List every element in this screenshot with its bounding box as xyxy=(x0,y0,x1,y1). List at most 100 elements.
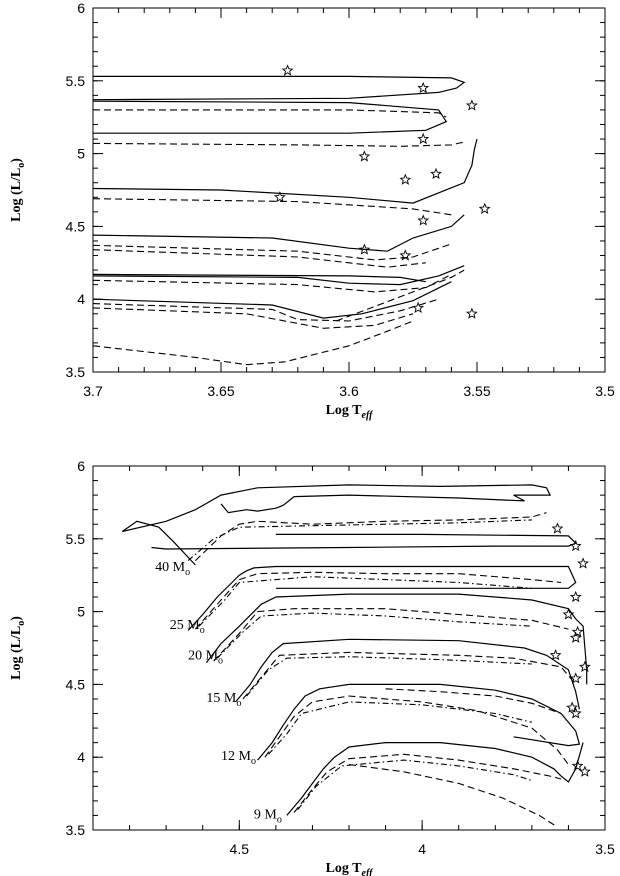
chart-1-y-tick-label: 5.5 xyxy=(66,531,86,547)
chart-1-track-dotdash-9 xyxy=(216,612,532,659)
chart-0-track-dashed-15 xyxy=(92,307,414,329)
chart-1-track-solid-7 xyxy=(205,593,588,685)
chart-1-y-axis-label: Log (L/Lo) xyxy=(9,616,27,680)
chart-1-star-marker xyxy=(562,608,575,620)
chart-1-star-marker xyxy=(569,631,582,643)
chart-1-track-dashed-19 xyxy=(348,763,558,828)
chart-0-track-solid-9 xyxy=(92,265,465,286)
chart-0-star-marker xyxy=(417,81,430,94)
chart-0-y-tick-label: 4.5 xyxy=(66,218,86,234)
chart-1-star-marker xyxy=(571,625,584,637)
chart-1-track-dotdash-3 xyxy=(187,519,532,562)
chart-0-star-marker xyxy=(465,307,478,319)
chart-1-mass-label: 20 Mo xyxy=(188,649,223,667)
chart-0-x-tick-label: 3.65 xyxy=(207,383,234,399)
chart-1-x-tick-label: 3.5 xyxy=(595,841,615,857)
chart-1-mass-label: 15 Mo xyxy=(206,691,241,709)
chart-0-star-marker xyxy=(281,64,294,76)
chart-1-track-solid-4 xyxy=(187,565,577,631)
chart-0-y-tick-label: 5.5 xyxy=(66,73,86,89)
chart-0-track-dashed-8 xyxy=(92,249,426,268)
chart-0-track-dashed-5 xyxy=(92,198,452,216)
chart-0-track-dashed-7 xyxy=(92,243,452,261)
chart-0-track-solid-13 xyxy=(92,281,452,319)
chart-1-y-tick-label: 6 xyxy=(77,458,85,474)
lower-panel-full-tracks: 4.5 4 3.5 3.5 4 4.5 5 5.5 6 Log Teff Log (L/Lo) 40 … xyxy=(9,458,615,876)
chart-0-x-tick-label: 3.5 xyxy=(595,383,615,399)
chart-1-plot-frame xyxy=(92,465,606,831)
chart-0-track-solid-1 xyxy=(92,100,448,134)
chart-1-track-dashed-8 xyxy=(213,608,569,662)
chart-0-y-tick-label: 6 xyxy=(77,0,85,16)
chart-0-x-tick-label: 3.7 xyxy=(83,383,103,399)
chart-1-track-dashed-14 xyxy=(264,695,569,765)
chart-0-star-marker xyxy=(358,243,371,255)
chart-1-track-solid-17 xyxy=(286,742,584,816)
chart-0-track-dashed-16 xyxy=(92,320,414,366)
chart-1-star-marker xyxy=(577,557,589,569)
chart-1-mass-label: 25 Mo xyxy=(170,618,205,636)
chart-0-star-marker xyxy=(478,202,491,214)
chart-1-track-dashed-11 xyxy=(242,651,577,700)
chart-0-track-solid-4 xyxy=(92,138,478,204)
chart-1-x-tick-label: 4.5 xyxy=(230,841,250,857)
chart-0-star-marker xyxy=(399,249,412,261)
chart-1-track-solid-13 xyxy=(257,683,581,761)
chart-1-track-dashed-18 xyxy=(293,753,562,813)
chart-1-y-tick-label: 3.5 xyxy=(66,822,86,838)
chart-1-star-marker xyxy=(569,707,582,719)
chart-0-star-marker xyxy=(417,132,430,145)
chart-1-track-dashed-2 xyxy=(195,512,547,561)
chart-1-mass-label: 9 Mo xyxy=(254,807,282,825)
chart-0-track-solid-0 xyxy=(92,75,466,101)
chart-0-track-dashed-2 xyxy=(93,109,447,118)
chart-1-track-dotdash-16 xyxy=(268,701,533,755)
chart-1-track-dashed-5 xyxy=(194,571,562,630)
chart-0-y-tick-label: 5 xyxy=(77,146,85,162)
chart-0-track-solid-10 xyxy=(92,273,426,283)
chart-1-star-marker xyxy=(549,649,562,661)
chart-1-mass-label: 40 Mo xyxy=(155,560,190,578)
chart-1-x-tick-label: 4 xyxy=(418,841,426,857)
chart-1-track-solid-10 xyxy=(235,638,580,710)
chart-0-x-axis-label: Log Teff xyxy=(326,403,375,421)
chart-1-track-dashed-15 xyxy=(385,688,562,715)
chart-0-track-dashed-3 xyxy=(92,141,465,147)
chart-0-x-tick-label: 3.6 xyxy=(339,383,359,399)
chart-1-y-tick-label: 5 xyxy=(77,604,85,620)
chart-1-star-marker xyxy=(569,672,582,684)
chart-1-y-tick-label: 4.5 xyxy=(66,676,86,692)
upper-panel-cool-region: 3.7 3.65 3.6 3.55 3.5 3.5 4 4.5 5 5.5 6 Log Teff Log… xyxy=(9,0,615,421)
chart-0-track-dashed-14 xyxy=(92,298,439,322)
chart-1-track-dotdash-20 xyxy=(297,759,533,810)
chart-1-star-marker xyxy=(569,539,582,552)
chart-0-star-marker xyxy=(399,173,412,185)
chart-1-star-marker xyxy=(578,660,591,672)
chart-1-star-marker xyxy=(578,765,591,777)
chart-1-star-marker xyxy=(569,590,582,603)
chart-1-star-marker xyxy=(566,701,578,713)
chart-1-track-dotdash-12 xyxy=(246,656,532,697)
chart-0-track-dashed-12 xyxy=(336,269,465,322)
chart-0-y-axis-label: Log (L/Lo) xyxy=(9,158,27,222)
chart-1-star-marker xyxy=(571,759,584,771)
chart-0-star-marker xyxy=(465,99,478,111)
chart-0-track-dashed-11 xyxy=(92,273,452,293)
chart-0-star-marker xyxy=(430,167,442,179)
chart-1-x-axis-label: Log Teff xyxy=(326,861,375,876)
chart-0-star-marker xyxy=(412,301,425,313)
chart-0-x-tick-label: 3.55 xyxy=(463,383,490,399)
chart-1-track-solid-1 xyxy=(151,533,577,550)
chart-0-track-solid-6 xyxy=(92,214,465,252)
chart-0-y-tick-label: 4 xyxy=(77,291,85,307)
chart-1-track-solid-0 xyxy=(121,484,552,566)
chart-1-track-dotdash-6 xyxy=(198,576,532,627)
chart-1-y-tick-label: 4 xyxy=(77,749,85,765)
chart-0-y-tick-label: 3.5 xyxy=(66,364,86,380)
chart-1-mass-label: 12 Mo xyxy=(221,749,256,767)
chart-1-star-marker xyxy=(551,522,564,534)
chart-0-star-marker xyxy=(273,191,286,203)
chart-0-star-marker xyxy=(358,150,371,162)
chart-0-star-marker xyxy=(417,214,430,226)
